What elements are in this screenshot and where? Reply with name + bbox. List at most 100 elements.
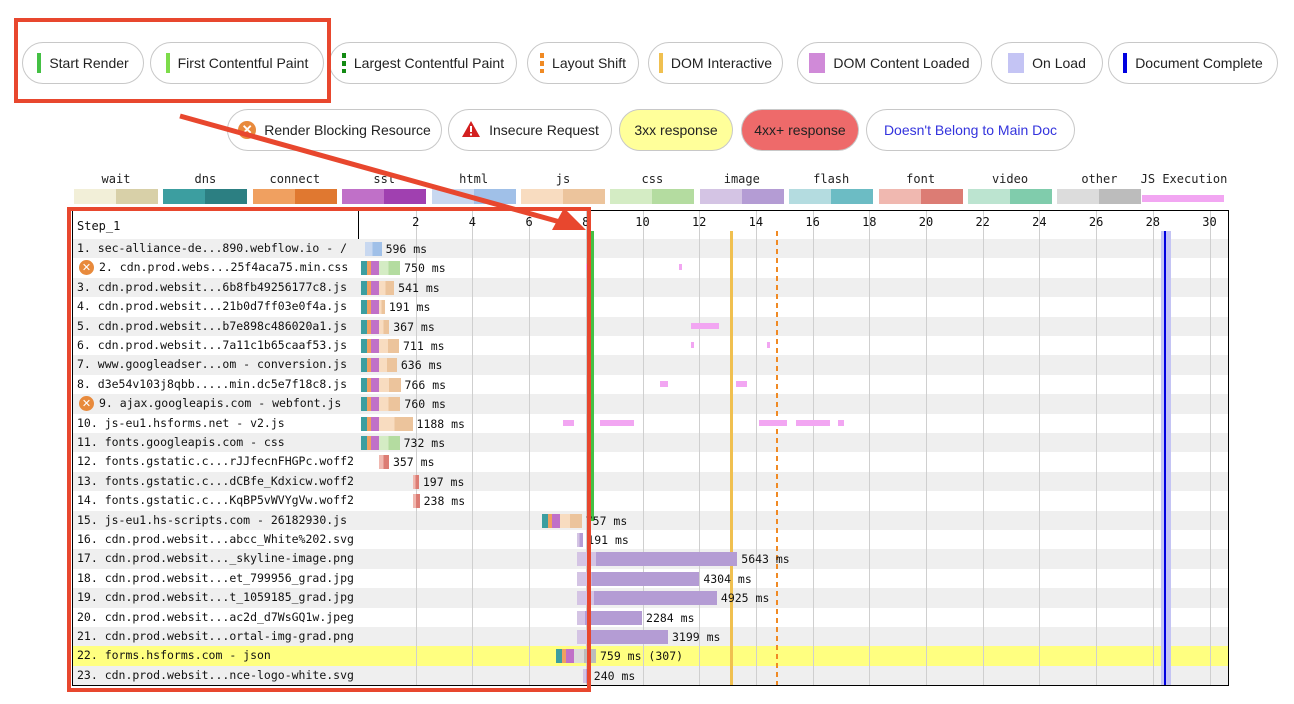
js-execution-blip (679, 264, 683, 271)
request-url-label[interactable]: 13. fonts.gstatic.c...dCBfe_Kdxicw.woff2 (77, 473, 354, 488)
legend-pill-status-5: Doesn't Belong to Main Doc (866, 109, 1075, 151)
highlight-box-legend (14, 18, 331, 103)
request-bar[interactable] (378, 377, 401, 392)
legend-marker-icon (1008, 53, 1025, 73)
time-tick-label: 10 (635, 215, 650, 229)
request-url-label[interactable]: 6. cdn.prod.websit...7a11c1b65caaf53.js (77, 338, 348, 352)
request-bar[interactable] (577, 571, 700, 586)
request-bar[interactable] (378, 280, 395, 295)
grid-line (472, 211, 474, 685)
type-legend-label: js (555, 172, 571, 186)
request-url-label[interactable]: 5. cdn.prod.websit...b7e898c486020a1.js (77, 318, 348, 333)
request-url-label[interactable]: 12. fonts.gstatic.c...rJJfecnFHGPc.woff2 (77, 454, 354, 469)
request-duration: 1188 ms (416, 416, 465, 431)
request-url-label[interactable]: 8. d3e54v103j8qbb.....min.dc5e7f18c8.js (77, 376, 348, 391)
type-legend-swatch (521, 189, 605, 204)
request-bar[interactable] (378, 261, 401, 276)
request-bar[interactable] (577, 591, 717, 606)
request-url-label[interactable]: 2. cdn.prod.webs...25f4aca75.min.css (99, 260, 349, 275)
request-url-label[interactable]: 22. forms.hsforms.com - json (77, 648, 271, 663)
time-tick-label: 28 (1145, 215, 1161, 229)
render-blocking-icon: ✕ (79, 260, 94, 276)
connection-bar (360, 416, 379, 431)
request-url-label[interactable]: 10. js-eu1.hsforms.net - v2.js (77, 415, 285, 430)
legend-label: Insecure Request (489, 122, 599, 138)
request-bar[interactable] (577, 533, 584, 547)
connection-bar (360, 397, 379, 412)
type-legend-swatch (878, 189, 963, 204)
request-bar[interactable] (378, 358, 397, 373)
request-row[interactable] (73, 239, 1228, 259)
request-url-label[interactable]: 3. cdn.prod.websit...6b8fb49256177c8.js (77, 279, 348, 294)
request-url-label[interactable]: 19. cdn.prod.websit...t_1059185_grad.jpg (77, 590, 354, 605)
request-row[interactable] (73, 510, 1228, 530)
request-duration: 357 ms (392, 455, 435, 470)
legend-label: On Load (1032, 55, 1086, 71)
request-bar[interactable] (378, 436, 400, 450)
time-tick-label: 12 (691, 215, 707, 229)
request-url-label[interactable]: 11. fonts.googleapis.com - css (77, 435, 285, 449)
request-bar[interactable] (378, 416, 413, 431)
request-url-label[interactable]: 21. cdn.prod.websit...ortal-img-grad.png (77, 629, 354, 643)
request-duration: 197 ms (422, 474, 465, 489)
type-legend-label: connect (269, 172, 321, 186)
connection-bar (360, 339, 379, 353)
request-bar[interactable] (582, 668, 590, 683)
request-bar[interactable] (378, 300, 385, 315)
request-row[interactable] (73, 646, 1228, 666)
legend-marker-icon (37, 53, 42, 73)
start-render-marker (591, 231, 595, 521)
request-bar[interactable] (378, 319, 390, 334)
request-duration: 191 ms (388, 300, 431, 315)
request-url-label[interactable]: 15. js-eu1.hs-scripts.com - 26182930.js (77, 512, 348, 527)
request-bar[interactable] (378, 455, 389, 470)
request-duration: 636 ms (400, 358, 443, 373)
legend-marker-icon (658, 53, 663, 73)
time-tick-label: 8 (582, 215, 590, 229)
request-row[interactable] (73, 607, 1228, 627)
request-duration: 367 ms (393, 319, 435, 334)
legend-label: DOM Interactive (670, 55, 773, 71)
request-url-label[interactable]: 4. cdn.prod.websit...21b0d7ff03e0f4a.js (77, 299, 348, 314)
grid-line (642, 211, 644, 685)
request-bar[interactable] (412, 474, 419, 489)
request-duration: 596 ms (385, 242, 428, 256)
time-tick-label: 2 (412, 215, 420, 229)
request-row[interactable] (73, 665, 1228, 685)
legend-pill-4: Layout Shift (527, 42, 639, 84)
request-url-label[interactable]: 1. sec-alliance-de...890.webflow.io - / (77, 241, 348, 255)
request-bar[interactable] (378, 397, 401, 412)
request-bar[interactable] (560, 513, 582, 528)
request-bar[interactable] (412, 494, 420, 509)
js-execution-blip (690, 342, 694, 348)
request-row[interactable] (73, 491, 1228, 511)
request-bar[interactable] (378, 339, 399, 353)
request-url-label[interactable]: 18. cdn.prod.websit...et_799956_grad.jpg (77, 570, 354, 585)
js-execution-blip (767, 342, 771, 348)
connection-bar (360, 436, 379, 450)
request-duration: 757 ms (585, 513, 628, 528)
request-row[interactable] (73, 530, 1228, 550)
request-row[interactable] (73, 471, 1228, 492)
request-url-label[interactable]: 23. cdn.prod.websit...nce-logo-white.svg (77, 667, 354, 682)
on-load-marker (1161, 231, 1172, 685)
request-url-label[interactable]: 9. ajax.googleapis.com - webfont.js (99, 396, 342, 411)
legend-pill-status-4: 4xx+ response (741, 109, 859, 151)
legend-pill-status-3: 3xx response (619, 109, 733, 151)
request-row[interactable] (73, 452, 1228, 472)
request-url-label[interactable]: 20. cdn.prod.websit...ac2d_d7WsGQ1w.jpeg (77, 609, 354, 624)
request-bar[interactable] (577, 552, 738, 567)
legend-marker-icon (809, 53, 826, 73)
dom-interactive-marker (730, 231, 734, 685)
request-url-label[interactable]: 7. www.googleadser...om - conversion.js (77, 357, 348, 372)
request-bar[interactable] (364, 242, 382, 256)
request-bar[interactable] (577, 610, 643, 625)
grid-line (755, 211, 757, 685)
time-tick-label: 20 (918, 215, 934, 229)
request-url-label[interactable]: 16. cdn.prod.websit...abcc_White%202.svg (77, 532, 354, 546)
request-bar[interactable] (577, 630, 668, 644)
connection-bar (360, 319, 379, 334)
request-url-label[interactable]: 17. cdn.prod.websit..._skyline-image.png (77, 551, 354, 566)
legend-marker-icon (540, 53, 545, 73)
request-url-label[interactable]: 14. fonts.gstatic.c...KqBP5vWVYgVw.woff2 (77, 493, 354, 508)
